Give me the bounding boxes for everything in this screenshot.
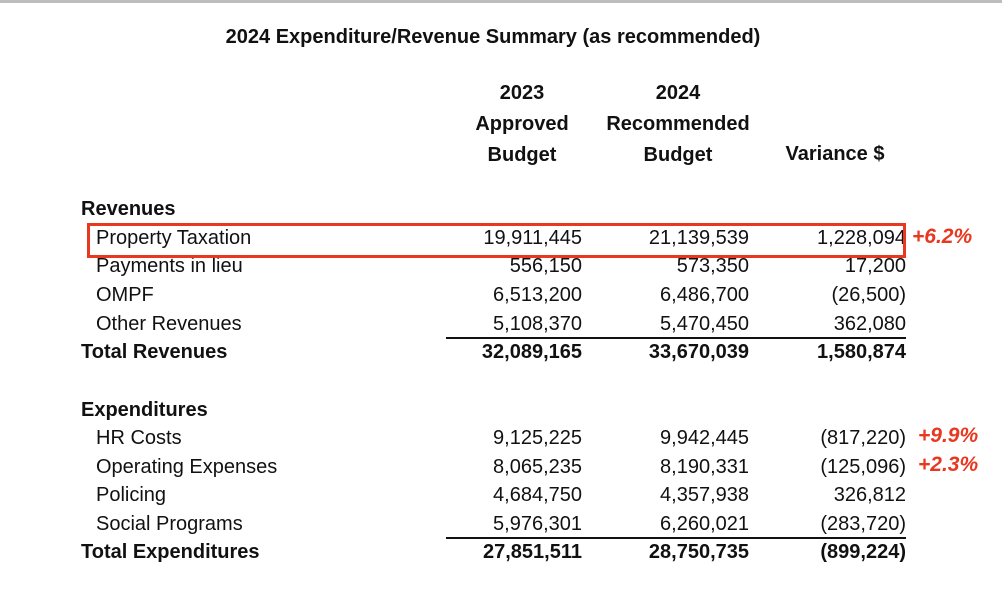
column-header-2023-approved: 2023 Approved Budget: [452, 78, 592, 171]
column-header-line: Recommended: [606, 113, 750, 135]
top-border: [0, 0, 1002, 3]
column-header-variance: Variance $: [785, 143, 885, 165]
approved-2023-cell: 27,851,511: [483, 541, 582, 563]
row-label: Total Expenditures: [81, 541, 260, 563]
total-expenditures-rule: [446, 537, 906, 539]
variance-cell: (899,224): [820, 541, 906, 563]
total-revenues-rule: [446, 337, 906, 339]
recommended-2024-cell: 21,139,539: [648, 227, 749, 249]
total-expenditures-row: Total Expenditures 27,851,511 28,750,735…: [0, 538, 1002, 566]
section-heading-revenues: Revenues: [81, 198, 176, 220]
property-taxation-highlight-box: [87, 223, 906, 258]
variance-cell: 1,580,874: [817, 341, 906, 363]
recommended-2024-cell: 33,670,039: [648, 341, 749, 363]
table-row: Operating Expenses 8,065,235 8,190,331 (…: [0, 453, 1002, 481]
column-header-2024-recommended: 2024 Recommended Budget: [596, 78, 760, 171]
page-title: 2024 Expenditure/Revenue Summary (as rec…: [225, 26, 761, 48]
row-label: Social Programs: [96, 513, 243, 535]
table-row: Social Programs 5,976,301 6,260,021 (283…: [0, 510, 1002, 538]
column-header-line: Budget: [643, 144, 713, 166]
approved-2023-cell: 8,065,235: [493, 456, 582, 478]
approved-2023-cell: 9,125,225: [493, 427, 582, 449]
variance-cell: (817,220): [820, 427, 906, 449]
annotation-operating-expenses-pct: +2.3%: [918, 453, 979, 476]
row-label: Other Revenues: [96, 313, 242, 335]
annotation-hr-costs-pct: +9.9%: [918, 424, 979, 447]
approved-2023-cell: 5,108,370: [493, 313, 582, 335]
approved-2023-cell: 6,513,200: [493, 284, 582, 306]
approved-2023-cell: 4,684,750: [493, 484, 582, 506]
table-row: Property Taxation 19,911,445 21,139,539 …: [0, 224, 1002, 252]
row-label: Operating Expenses: [96, 456, 278, 478]
table-row: Other Revenues 5,108,370 5,470,450 362,0…: [0, 310, 1002, 338]
column-header-line: Budget: [487, 144, 557, 166]
row-label: Payments in lieu: [96, 255, 243, 277]
recommended-2024-cell: 8,190,331: [660, 456, 749, 478]
row-label: HR Costs: [96, 427, 182, 449]
recommended-2024-cell: 9,942,445: [660, 427, 749, 449]
variance-cell: (26,500): [831, 284, 907, 306]
recommended-2024-cell: 6,260,021: [660, 513, 749, 535]
recommended-2024-cell: 573,350: [676, 255, 749, 277]
table-row: OMPF 6,513,200 6,486,700 (26,500): [0, 281, 1002, 309]
approved-2023-cell: 5,976,301: [493, 513, 582, 535]
recommended-2024-cell: 5,470,450: [660, 313, 749, 335]
approved-2023-cell: 19,911,445: [483, 227, 582, 249]
variance-cell: 1,228,094: [817, 227, 906, 249]
approved-2023-cell: 32,089,165: [481, 341, 582, 363]
section-heading-expenditures: Expenditures: [81, 399, 208, 421]
expenditures-heading-row: Expenditures: [0, 396, 1002, 424]
row-label: Policing: [96, 484, 167, 506]
table-row: Payments in lieu 556,150 573,350 17,200: [0, 252, 1002, 280]
recommended-2024-cell: 4,357,938: [660, 484, 749, 506]
column-header-line: 2024: [655, 82, 701, 104]
recommended-2024-cell: 6,486,700: [660, 284, 749, 306]
variance-cell: (125,096): [820, 456, 906, 478]
row-label: Total Revenues: [81, 341, 228, 363]
column-header-line: 2023: [499, 82, 545, 104]
recommended-2024-cell: 28,750,735: [648, 541, 749, 563]
row-label: OMPF: [96, 284, 154, 306]
total-revenues-row: Total Revenues 32,089,165 33,670,039 1,5…: [0, 338, 1002, 366]
revenues-heading-row: Revenues: [0, 195, 1002, 223]
row-label: Property Taxation: [96, 227, 252, 249]
column-header-line: Approved: [475, 113, 569, 135]
variance-cell: 326,812: [833, 484, 906, 506]
table-row: HR Costs 9,125,225 9,942,445 (817,220): [0, 424, 1002, 452]
table-row: Policing 4,684,750 4,357,938 326,812: [0, 481, 1002, 509]
annotation-property-taxation-pct: +6.2%: [912, 225, 973, 248]
variance-cell: 17,200: [844, 255, 906, 277]
variance-cell: 362,080: [833, 313, 906, 335]
approved-2023-cell: 556,150: [509, 255, 582, 277]
variance-cell: (283,720): [820, 513, 906, 535]
